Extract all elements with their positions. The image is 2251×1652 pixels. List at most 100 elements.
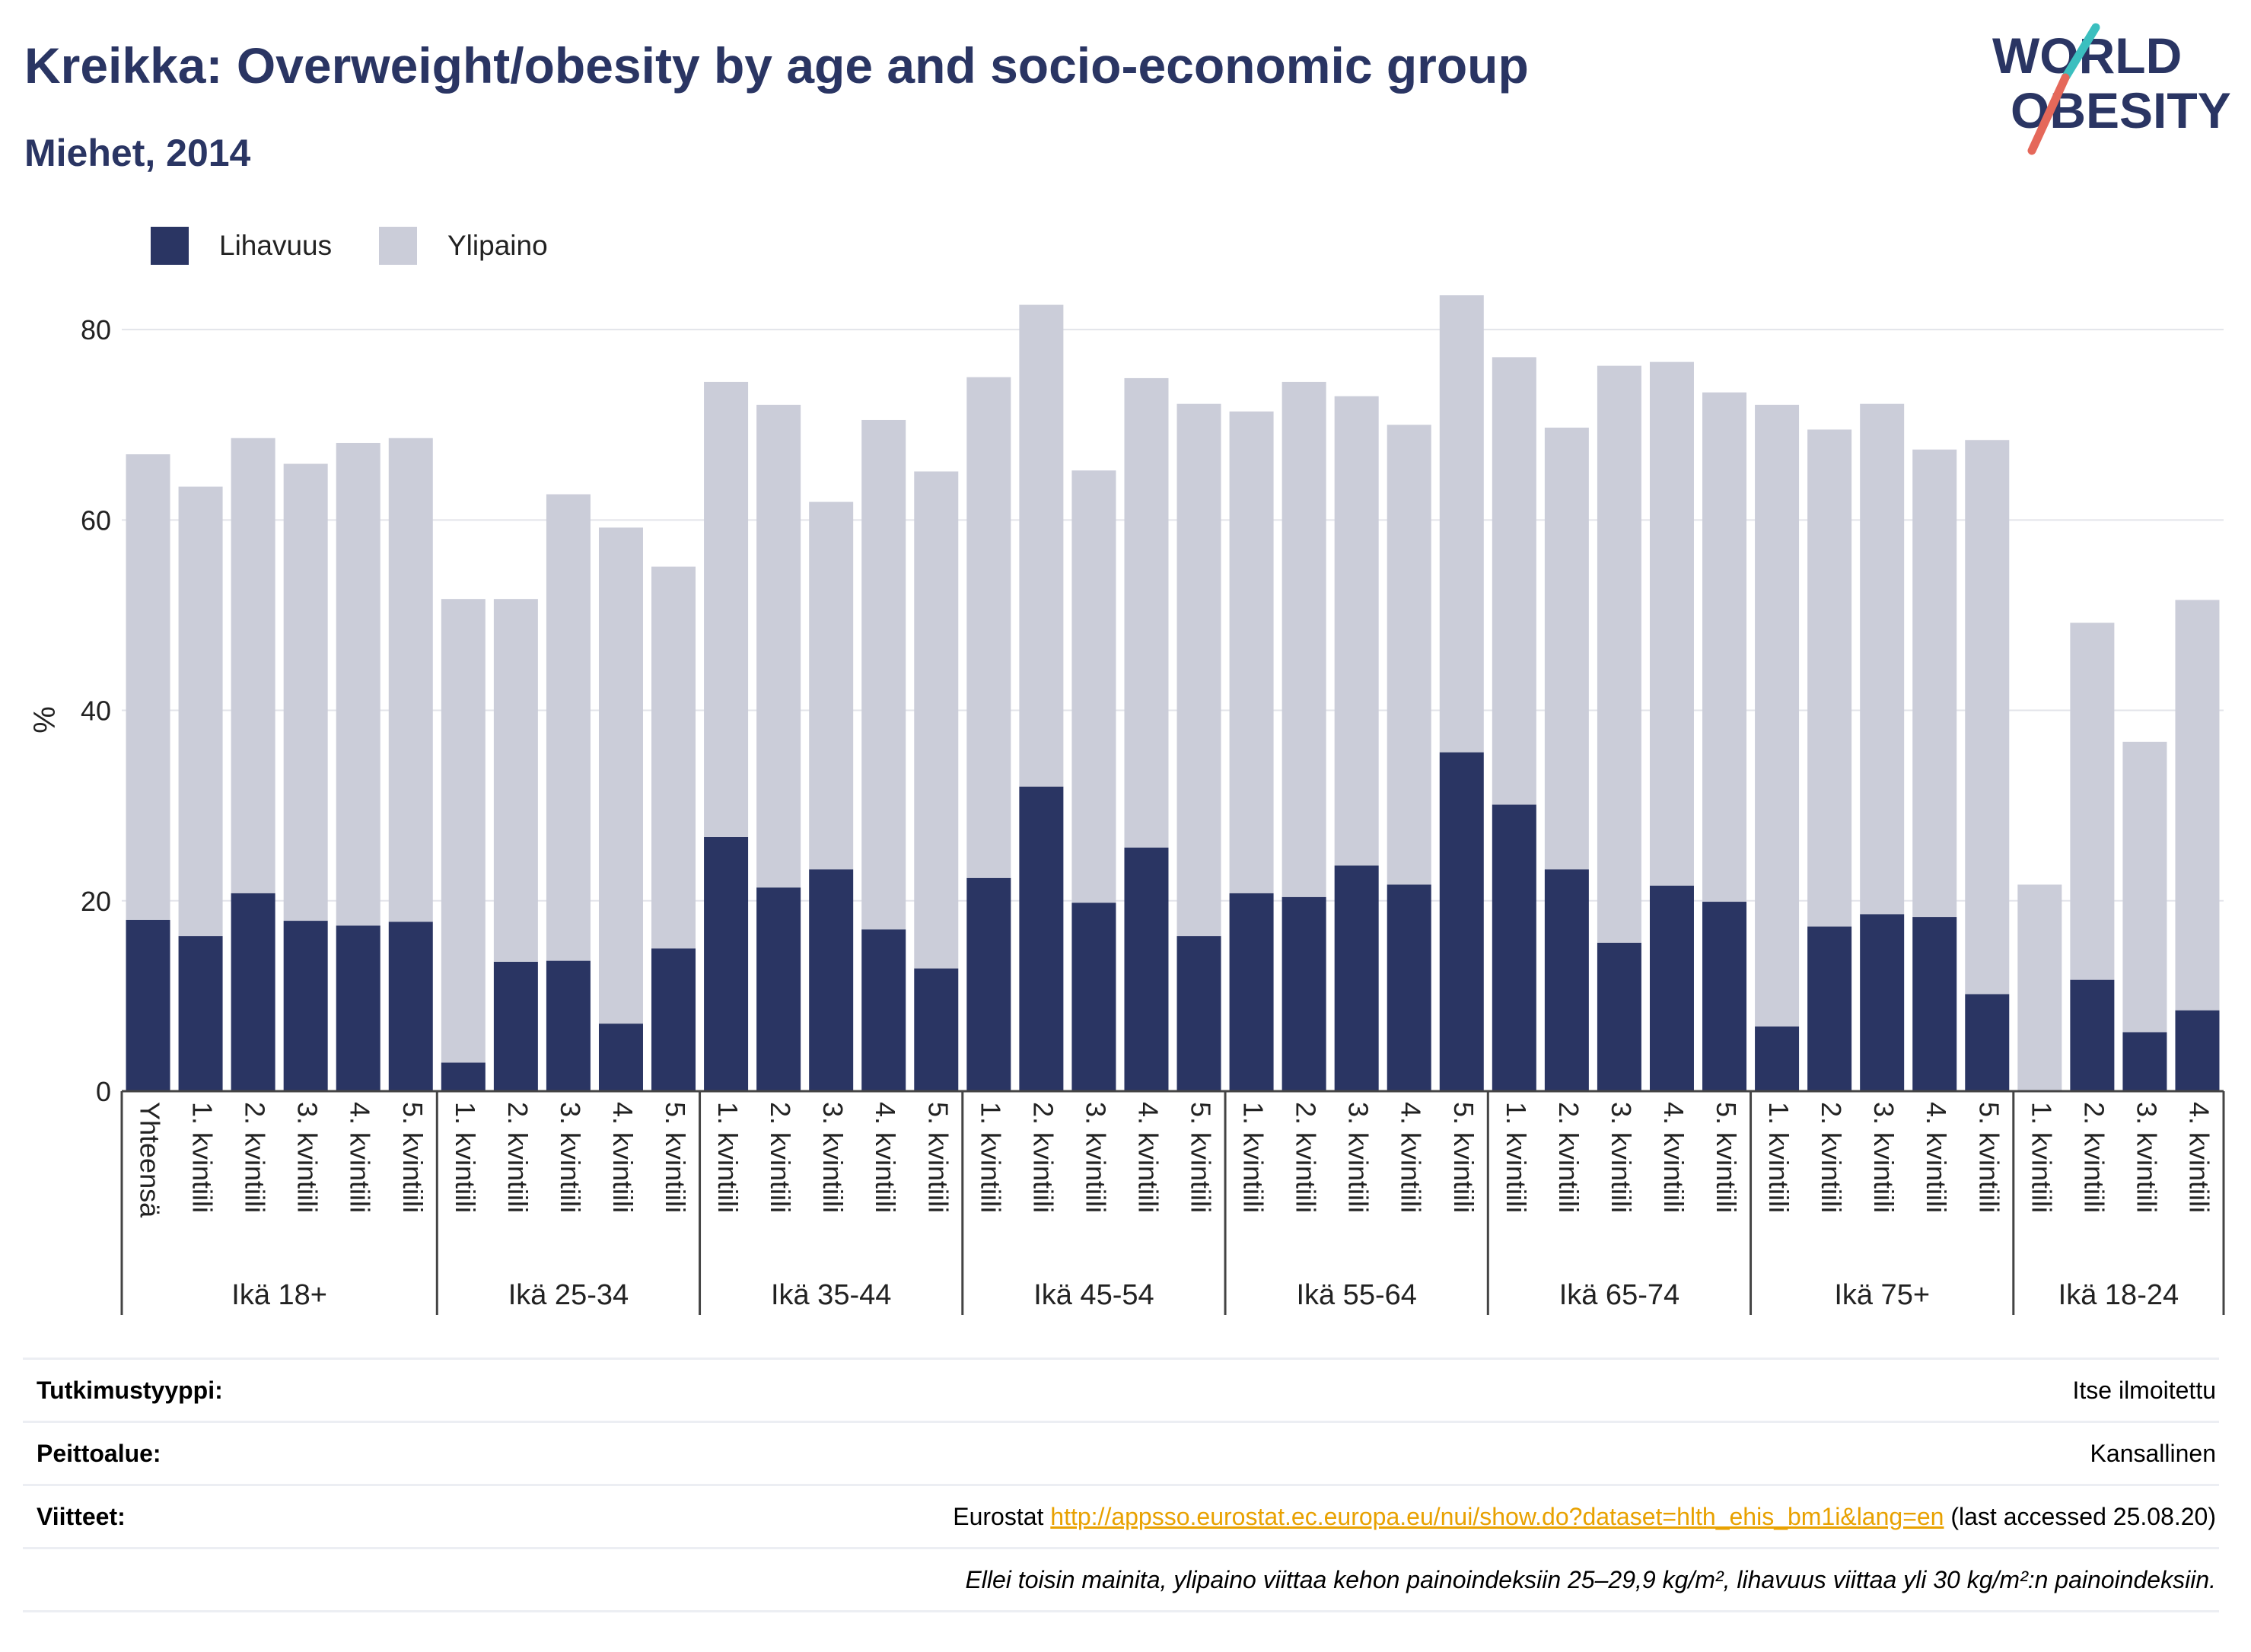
bar-overweight [493, 599, 538, 962]
bar-obesity [2070, 979, 2115, 1091]
info-table: Tutkimustyyppi: Itse ilmoitettu Peittoal… [23, 1358, 2219, 1612]
y-tick-label: 0 [96, 1076, 111, 1107]
bar-overweight [809, 501, 854, 870]
legend-label-overweight: Ylipaino [447, 230, 548, 261]
bar-overweight [861, 419, 906, 930]
group-label: Ikä 55-64 [1296, 1279, 1416, 1311]
group-label: Ikä 75+ [1834, 1279, 1930, 1311]
bar-obesity [1282, 896, 1326, 1091]
y-tick-label: 60 [81, 505, 111, 536]
x-tick-label: 5. kvintiili [922, 1102, 954, 1213]
bar-obesity [178, 936, 223, 1091]
references-label: Viitteet: [37, 1503, 126, 1530]
bar-obesity [1071, 902, 1116, 1091]
bar-obesity [861, 929, 906, 1091]
x-tick-label: 3. kvintiili [555, 1102, 586, 1213]
x-tick-label: 3. kvintiili [1868, 1102, 1899, 1213]
x-tick-label: 1. kvintiili [712, 1102, 743, 1213]
legend-swatch-overweight [379, 227, 417, 265]
bar-obesity [1124, 847, 1169, 1091]
bar-obesity [546, 960, 591, 1091]
x-tick-label: Yhteensä [135, 1102, 166, 1218]
coverage-value: Kansallinen [2090, 1440, 2216, 1467]
x-tick-label: 2. kvintiili [1816, 1102, 1847, 1213]
bar-overweight [2122, 741, 2167, 1033]
bar-overweight [126, 454, 170, 920]
info-row-coverage: Peittoalue: Kansallinen [23, 1423, 2219, 1486]
x-tick-label: 2. kvintiili [1553, 1102, 1584, 1213]
x-tick-label: 5. kvintiili [1711, 1102, 1742, 1213]
bar-overweight [1860, 403, 1905, 915]
x-tick-label: 1. kvintiili [1238, 1102, 1269, 1213]
legend-swatch-obesity [151, 227, 189, 265]
definition-note: Ellei toisin mainita, ylipaino viittaa k… [965, 1566, 2216, 1593]
logo-slash-teal [2061, 23, 2100, 82]
logo-slash-red [2027, 73, 2070, 155]
x-tick-label: 2. kvintiili [240, 1102, 271, 1213]
bar-overweight [756, 404, 801, 888]
x-tick-label: 1. kvintiili [2026, 1102, 2057, 1213]
x-tick-label: 1. kvintiili [187, 1102, 218, 1213]
world-obesity-logo: WORLD OBESITY [1992, 23, 2231, 155]
x-tick-label: 4. kvintiili [2183, 1102, 2214, 1213]
reference-link[interactable]: http://appsso.eurostat.ec.europa.eu/nui/… [1050, 1503, 1944, 1530]
bar-obesity [1860, 914, 1905, 1091]
bar-overweight [1229, 411, 1274, 893]
bar-overweight [546, 494, 591, 961]
bar-obesity [704, 836, 749, 1091]
bar-overweight [231, 438, 275, 893]
study-type-label: Tutkimustyyppi: [37, 1377, 223, 1404]
bar-overweight [1492, 357, 1536, 805]
x-tick-label: 4. kvintiili [1921, 1102, 1952, 1213]
bar-overweight [1649, 361, 1694, 886]
y-tick-label: 20 [81, 886, 111, 917]
bar-obesity [1807, 926, 1852, 1091]
bar-overweight [2017, 884, 2062, 1091]
bar-overweight [441, 599, 486, 1063]
bar-obesity [1334, 865, 1379, 1091]
bar-obesity [1229, 893, 1274, 1091]
bar-overweight [283, 463, 328, 921]
bar-obesity [388, 921, 433, 1091]
bar-obesity [283, 921, 328, 1091]
bar-overweight [336, 442, 380, 926]
bar-overweight [1124, 377, 1169, 848]
references-value: Eurostat http://appsso.eurostat.ec.europ… [953, 1503, 2216, 1531]
bar-overweight [1019, 304, 1064, 787]
bar-obesity [1597, 942, 1641, 1091]
bar-obesity [2175, 1010, 2220, 1091]
bar-obesity [231, 893, 275, 1091]
bar-overweight [1544, 427, 1589, 870]
bar-overweight [651, 566, 696, 949]
bar-obesity [598, 1023, 643, 1091]
x-tick-label: 1. kvintiili [1501, 1102, 1532, 1213]
bar-overweight [1807, 429, 1852, 927]
info-row-study-type: Tutkimustyyppi: Itse ilmoitettu [23, 1360, 2219, 1423]
x-tick-label: 2. kvintiili [765, 1102, 796, 1213]
group-label: Ikä 18-24 [2058, 1279, 2179, 1311]
x-tick-label: 5. kvintiili [1448, 1102, 1479, 1213]
bar-obesity [1176, 936, 1221, 1091]
bar-overweight [178, 486, 223, 937]
bar-obesity [2122, 1032, 2167, 1091]
bar-overweight [2175, 600, 2220, 1011]
bar-overweight [704, 381, 749, 837]
bar-obesity [1912, 917, 1957, 1091]
x-tick-label: 2. kvintiili [1291, 1102, 1322, 1213]
group-label: Ikä 25-34 [508, 1279, 629, 1311]
bar-overweight [914, 471, 959, 969]
bar-obesity [493, 961, 538, 1091]
x-tick-label: 3. kvintiili [2131, 1102, 2162, 1213]
bar-obesity [914, 968, 959, 1091]
x-tick-label: 4. kvintiili [607, 1102, 638, 1213]
x-tick-label: 4. kvintiili [1132, 1102, 1164, 1213]
bar-overweight [1439, 295, 1484, 753]
x-tick-label: 3. kvintiili [1080, 1102, 1111, 1213]
bar-overweight [1387, 425, 1431, 885]
group-label: Ikä 45-54 [1033, 1279, 1154, 1311]
x-tick-label: 2. kvintiili [502, 1102, 533, 1213]
bar-obesity [441, 1062, 486, 1091]
x-tick-label: 5. kvintiili [1186, 1102, 1217, 1213]
bar-obesity [1492, 804, 1536, 1091]
bar-obesity [1702, 902, 1747, 1091]
